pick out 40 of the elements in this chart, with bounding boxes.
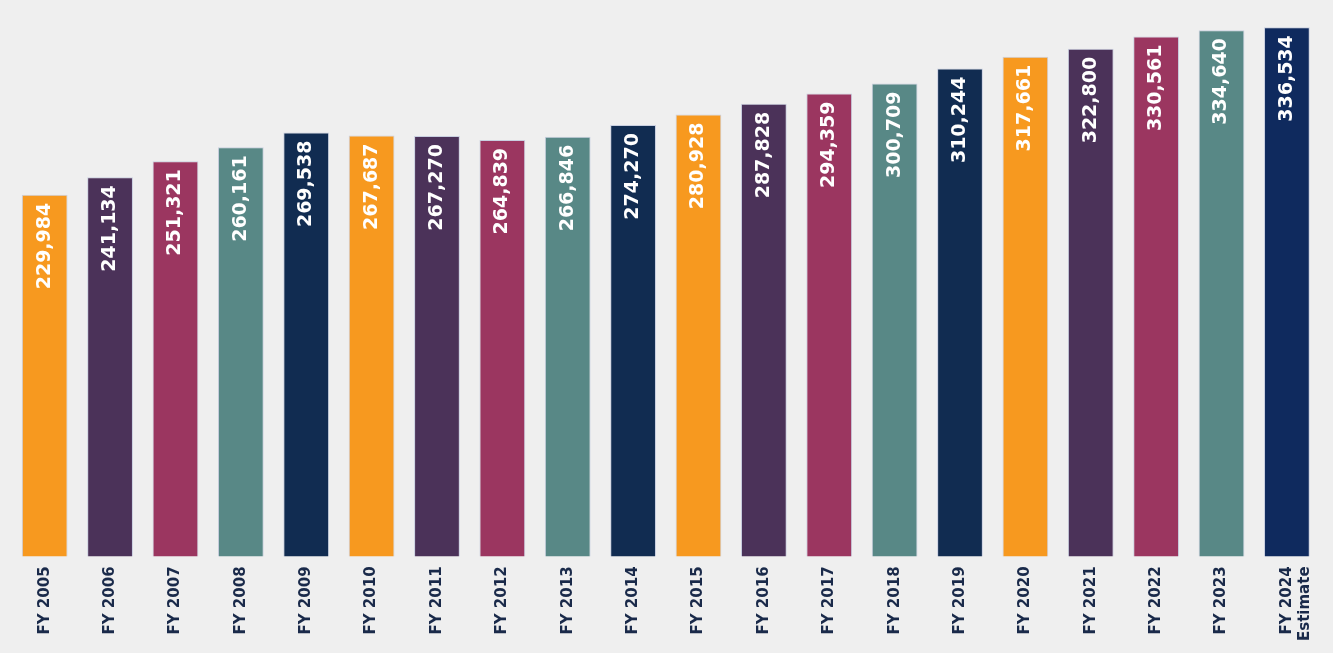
data-label: 294,359 bbox=[816, 101, 839, 189]
data-label: 300,709 bbox=[881, 91, 904, 179]
data-label: 334,640 bbox=[1208, 38, 1231, 125]
data-label: 241,134 bbox=[97, 185, 120, 272]
data-label: 229,984 bbox=[31, 202, 54, 290]
x-tick-label: FY 2020 bbox=[1015, 566, 1034, 635]
data-label: 322,800 bbox=[1077, 56, 1100, 144]
data-label: 267,270 bbox=[423, 144, 446, 231]
x-tick-label: FY 2019 bbox=[949, 566, 968, 635]
x-tick-label: FY 2010 bbox=[361, 566, 380, 635]
x-tick-label: FY 2015 bbox=[688, 566, 707, 635]
data-label: 287,828 bbox=[750, 111, 773, 199]
x-tick-label: FY 2008 bbox=[230, 566, 249, 635]
data-label: 280,928 bbox=[685, 122, 708, 210]
x-tick-label: FY 2007 bbox=[165, 566, 184, 635]
data-label: 317,661 bbox=[1012, 64, 1035, 152]
data-label: 330,561 bbox=[1143, 44, 1166, 132]
data-label: 274,270 bbox=[620, 133, 643, 220]
data-label: 251,321 bbox=[162, 169, 185, 256]
x-tick-label: FY 2022 bbox=[1146, 566, 1165, 635]
x-tick-label: FY 2014 bbox=[623, 566, 641, 635]
x-tick-label: FY 2013 bbox=[557, 566, 576, 635]
x-tick-label: FY 2024 Estimate bbox=[1276, 566, 1313, 642]
x-tick-label: FY 2023 bbox=[1211, 566, 1230, 635]
data-label: 266,846 bbox=[554, 144, 577, 232]
data-label: 267,687 bbox=[358, 143, 381, 230]
x-tick-label: FY 2021 bbox=[1080, 566, 1099, 635]
x-tick-label: FY 2009 bbox=[296, 566, 315, 635]
data-label: 264,839 bbox=[489, 147, 512, 235]
x-tick-label: FY 2018 bbox=[884, 566, 903, 635]
data-label: 260,161 bbox=[227, 155, 250, 242]
x-tick-label: FY 2012 bbox=[492, 566, 511, 635]
data-label: 336,534 bbox=[1273, 35, 1296, 122]
x-tick-label: FY 2017 bbox=[819, 566, 838, 635]
x-tick-label: FY 2005 bbox=[34, 566, 53, 635]
x-tick-label: FY 2006 bbox=[99, 566, 118, 635]
data-label: 269,538 bbox=[293, 140, 316, 228]
x-tick-label: FY 2011 bbox=[426, 566, 445, 635]
data-label: 310,244 bbox=[946, 76, 969, 164]
x-tick-label: FY 2016 bbox=[753, 566, 772, 635]
